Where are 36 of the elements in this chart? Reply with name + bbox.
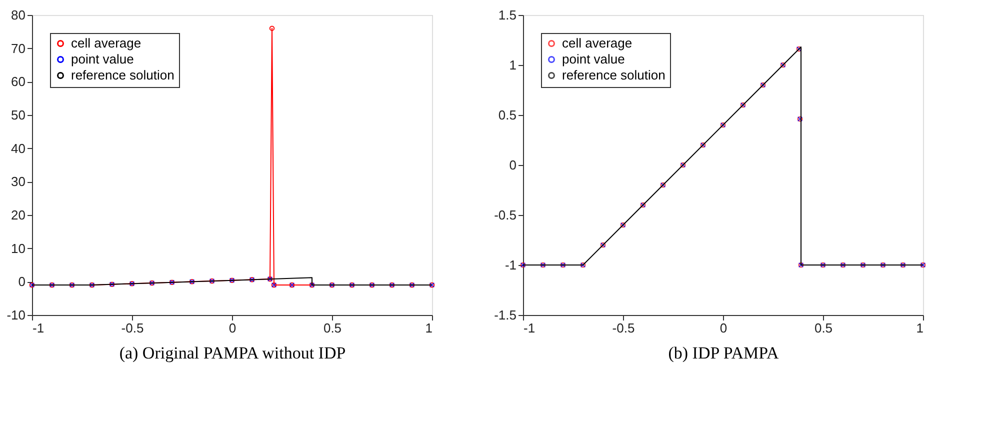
y-tick-label: 80	[11, 8, 26, 22]
x-tick-label: 0	[720, 320, 728, 336]
y-tick-label: 0	[509, 158, 516, 172]
y-tick-label: 70	[11, 40, 26, 56]
x-tick-label: 0.5	[814, 320, 833, 336]
x-tick-label: 1	[916, 320, 924, 336]
y-tick-label: 40	[11, 140, 26, 156]
x-tick-label: -0.5	[121, 320, 144, 336]
y-tick-label: -1.5	[494, 308, 516, 322]
x-axis-title: (b) IDP PAMPA	[668, 344, 780, 362]
x-tick-label: -1	[32, 320, 44, 336]
y-tick-label: 0	[18, 274, 26, 290]
y-tick-label: 10	[11, 240, 26, 256]
legend-label: reference solution	[562, 68, 666, 82]
y-tick-label: 30	[11, 174, 26, 190]
y-tick-label: 1	[509, 58, 516, 72]
y-tick-label: -0.5	[494, 208, 516, 222]
y-tick-label: -10	[6, 308, 26, 322]
y-tick-label: -1	[504, 258, 516, 272]
x-tick-label: -0.5	[612, 320, 635, 336]
y-tick-label: 60	[11, 74, 26, 90]
legend-label: reference solution	[71, 68, 174, 82]
legend-label: cell average	[71, 36, 142, 50]
y-tick-label: 1.5	[498, 8, 516, 22]
x-tick-label: 0	[228, 320, 236, 336]
point	[269, 26, 275, 31]
legend-label: point value	[71, 52, 134, 66]
x-tick-label: 1	[425, 320, 432, 336]
x-tick-label: -1	[524, 320, 536, 336]
x-tick-label: 0.5	[323, 320, 342, 336]
x-axis-title: (a) Original PAMPA without IDP	[119, 344, 346, 362]
y-tick-label: 0.5	[498, 108, 516, 122]
legend-label: cell average	[562, 36, 632, 50]
y-tick-label: 20	[11, 208, 26, 222]
y-tick-label: 50	[11, 108, 26, 122]
legend-label: point value	[562, 52, 625, 66]
